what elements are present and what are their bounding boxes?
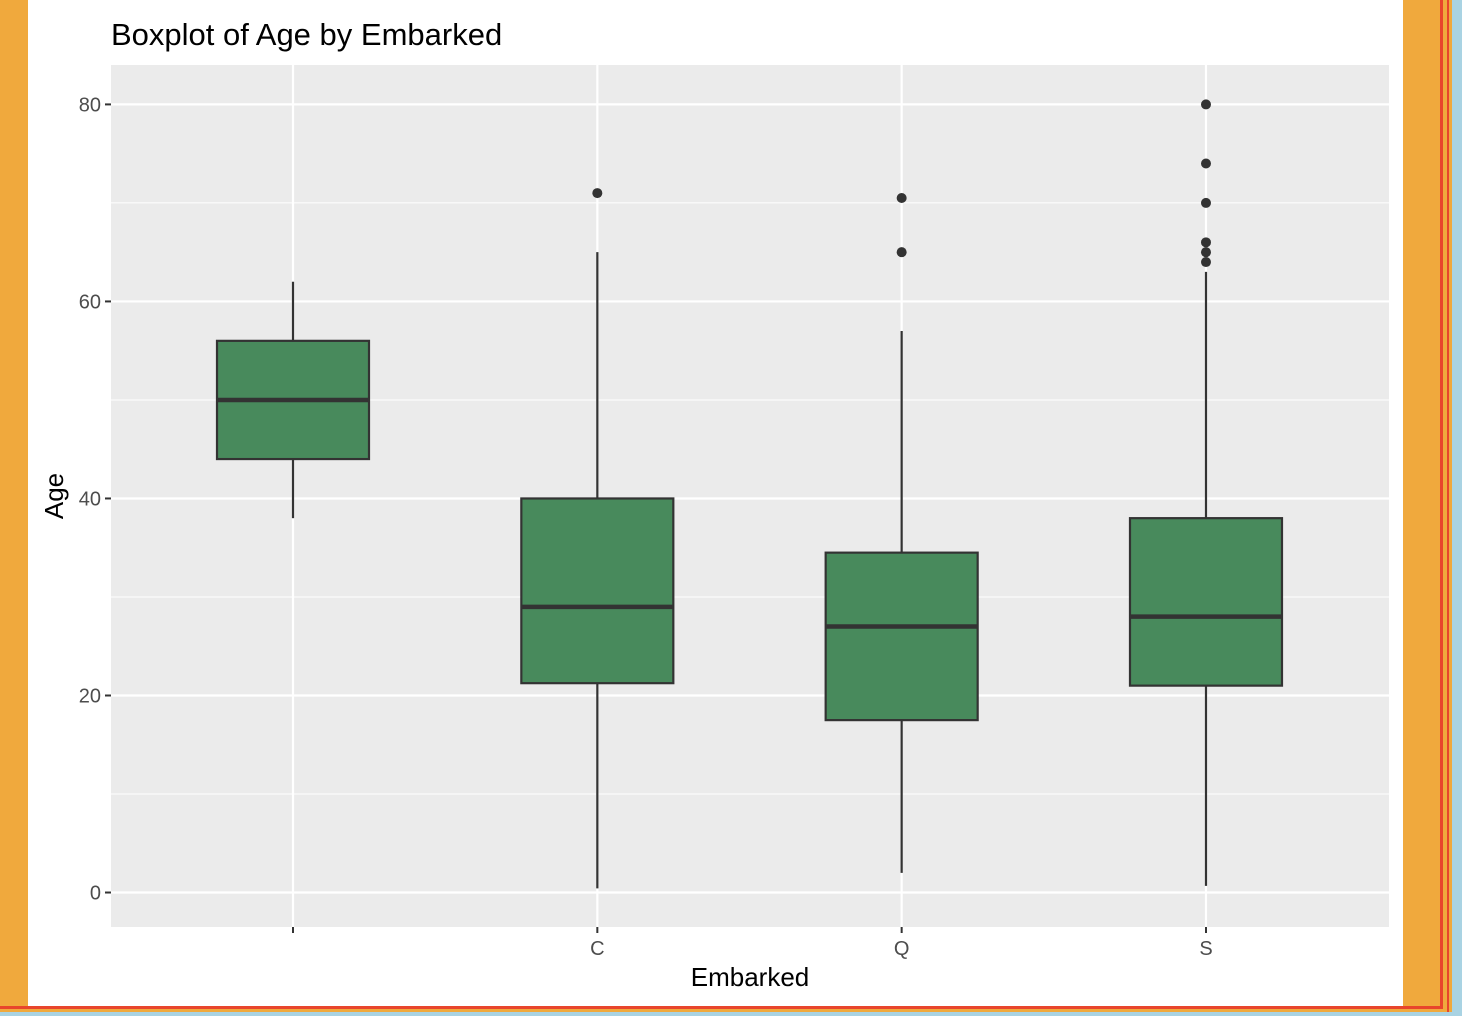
plot-panel	[111, 65, 1389, 927]
outlier-point	[896, 192, 907, 203]
edge-blue-right	[1452, 0, 1462, 1016]
outlier-point	[1200, 99, 1211, 110]
x-axis-title: Embarked	[691, 962, 810, 992]
iqr-box	[1128, 517, 1284, 687]
outlier-point	[1200, 247, 1211, 258]
box-layer	[215, 99, 1284, 889]
edge-red-right	[1440, 0, 1443, 1009]
y-tick-label: 40	[79, 488, 101, 510]
edge-blue-bottom	[0, 1012, 1452, 1016]
outlier-point	[1200, 257, 1211, 268]
x-tick-label: S	[1199, 938, 1212, 960]
y-tick-label: 20	[79, 685, 101, 707]
x-tick-label: Q	[894, 938, 910, 960]
box-group	[824, 192, 979, 873]
box-group	[215, 281, 371, 519]
edge-red-left	[1447, 0, 1449, 1016]
box-group	[520, 188, 675, 889]
y-tick-label: 80	[79, 94, 101, 116]
outlier-point	[1200, 158, 1211, 169]
chart-title: Boxplot of Age by Embarked	[111, 17, 502, 52]
y-tick-label: 60	[79, 291, 101, 313]
iqr-box	[520, 497, 675, 685]
outlier-point	[1200, 237, 1211, 248]
box-group	[1128, 99, 1284, 886]
edge-red-bottom	[0, 1006, 1443, 1009]
y-axis-title: Age	[39, 473, 69, 519]
outlier-point	[896, 247, 907, 258]
outlier-point	[592, 188, 603, 199]
axis-layer: 0 20 40 60 80 C Q S	[79, 94, 1213, 960]
iqr-box	[824, 551, 979, 722]
y-tick-label: 0	[90, 883, 101, 905]
outlier-point	[1200, 197, 1211, 208]
x-tick-label: C	[590, 938, 604, 960]
